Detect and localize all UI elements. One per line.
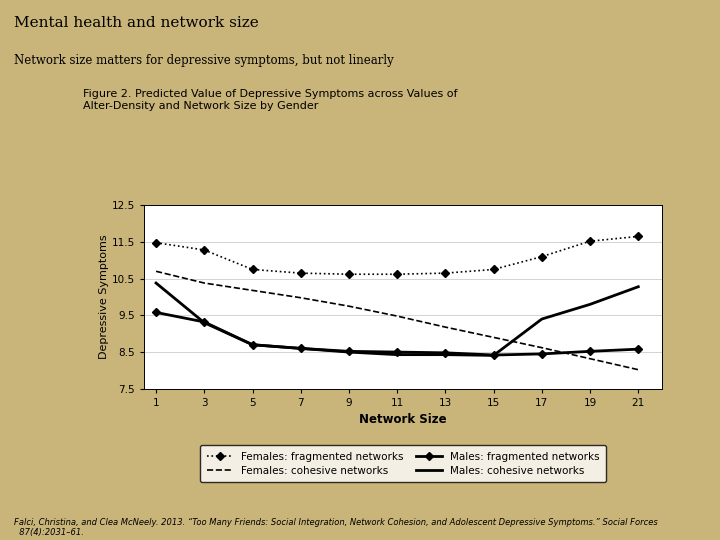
Legend: Females: fragmented networks, Females: cohesive networks, Males: fragmented netw: Females: fragmented networks, Females: c… <box>200 446 606 482</box>
Text: Figure 2. Predicted Value of Depressive Symptoms across Values of
Alter-Density : Figure 2. Predicted Value of Depressive … <box>83 89 457 111</box>
Text: Falci, Christina, and Clea McNeely. 2013. “Too Many Friends: Social Integration,: Falci, Christina, and Clea McNeely. 2013… <box>14 518 658 537</box>
Y-axis label: Depressive Symptoms: Depressive Symptoms <box>99 235 109 359</box>
X-axis label: Network Size: Network Size <box>359 414 447 427</box>
Text: Mental health and network size: Mental health and network size <box>14 16 259 30</box>
Text: Network size matters for depressive symptoms, but not linearly: Network size matters for depressive symp… <box>14 54 394 67</box>
